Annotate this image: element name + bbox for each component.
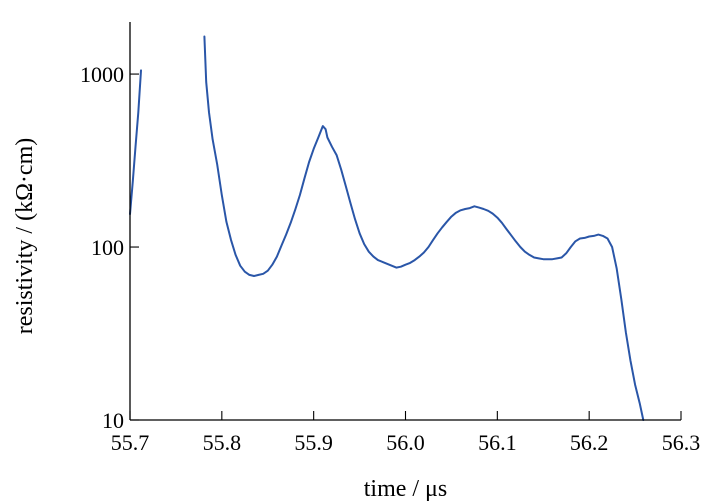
- x-tick-label: 55.9: [294, 430, 333, 455]
- y-tick-label: 1000: [80, 62, 124, 87]
- x-tick-label: 55.8: [203, 430, 242, 455]
- x-axis-ticks: 55.7 55.8 55.9 56.0 56.1 56.2 56.3: [111, 411, 701, 455]
- series-line: [203, 35, 645, 421]
- x-tick-label: 55.7: [111, 430, 150, 455]
- series-line: [129, 69, 142, 216]
- data-series: [129, 35, 645, 421]
- y-axis-label: resistivity / (kΩ·cm): [12, 138, 38, 334]
- x-tick-label: 56.0: [386, 430, 425, 455]
- x-tick-label: 56.1: [478, 430, 517, 455]
- y-axis-ticks: 10 100 1000: [80, 62, 139, 433]
- y-tick-label: 10: [102, 408, 124, 433]
- x-axis-label: time / μs: [364, 476, 448, 502]
- y-tick-label: 100: [91, 235, 124, 260]
- x-tick-label: 56.2: [570, 430, 609, 455]
- x-tick-label: 56.3: [662, 430, 701, 455]
